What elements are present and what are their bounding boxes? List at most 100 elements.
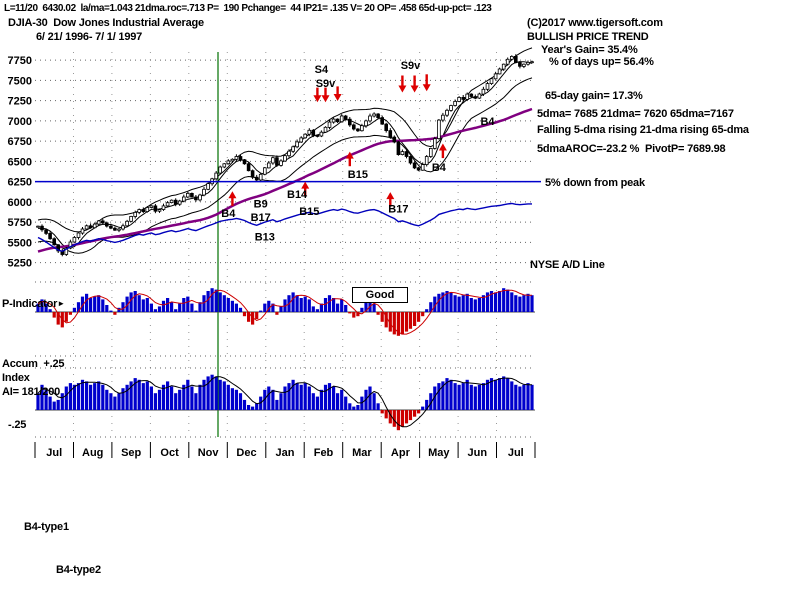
accum-bar [40, 384, 44, 410]
p-indicator-ma-line [37, 289, 532, 335]
p-indicator-bar [388, 312, 392, 332]
p-indicator-bar [198, 302, 202, 312]
accum-bar [461, 383, 465, 410]
dma-values: 5dma= 7685 21dma= 7620 65dma=7167 [537, 108, 734, 120]
p-indicator-bar [230, 300, 234, 312]
accum-bar [157, 389, 162, 410]
accum-bar [129, 381, 133, 410]
candle-body [364, 120, 368, 127]
signal-label-B15: B15 [299, 206, 319, 218]
candle-body [505, 58, 510, 65]
p-indicator-bar [514, 295, 518, 312]
candle-body [396, 141, 401, 155]
p-indicator-bar [404, 312, 409, 332]
candle-body [376, 113, 380, 118]
accum-bar [170, 386, 174, 410]
candle-body [76, 232, 81, 238]
candle-body [214, 172, 219, 180]
accum-bar [429, 393, 433, 410]
y-axis-label: 6000 [8, 197, 32, 209]
accum-bar [421, 406, 425, 410]
candle-body [279, 160, 283, 166]
candle-body [380, 117, 384, 125]
candle-body [526, 62, 530, 65]
candle-body [441, 114, 445, 121]
p-indicator-bar [255, 312, 259, 319]
p-indicator-bar [315, 309, 319, 312]
candle-body [347, 118, 352, 126]
accum-bar [89, 384, 93, 410]
candle-body [315, 134, 320, 137]
accum-bar [64, 386, 68, 410]
p-indicator-bar [498, 291, 502, 312]
p-indicator-bar [170, 302, 174, 312]
accum-bar [105, 389, 109, 410]
y-axis-label: 6750 [8, 136, 32, 148]
candle-body [92, 223, 97, 229]
p-indicator-bar [48, 309, 52, 312]
candle-body [226, 160, 231, 165]
p-indicator-bar [271, 303, 275, 312]
month-label: Jul [508, 447, 524, 459]
accum-bar [234, 389, 238, 410]
p-indicator-bar [251, 312, 255, 325]
ai-ratio-label: AI= 181/200 [2, 386, 61, 398]
p-indicator-bar [344, 305, 348, 312]
signal-label-S4: S4 [315, 64, 329, 76]
p-indicator-bar [481, 295, 485, 312]
signal-label-B15: B15 [348, 169, 368, 181]
accum-bar [166, 381, 170, 410]
accum-bar [230, 388, 234, 410]
p-indicator-bar [477, 298, 481, 312]
candle-body [190, 192, 194, 198]
accum-bar [408, 410, 413, 421]
candle-body [271, 157, 275, 164]
p-indicator-bar [469, 298, 473, 312]
accum-bar [145, 381, 149, 410]
p-indicator-bar [360, 307, 364, 312]
p-indicator-bar [234, 303, 238, 312]
date-range: 6/ 21/ 1996- 7/ 1/ 1997 [36, 31, 143, 43]
p-indicator-bar [36, 303, 40, 312]
y-axis-label: 6250 [8, 177, 32, 189]
candle-body [125, 220, 129, 227]
candle-body [514, 56, 518, 64]
p-indicator-bar [76, 302, 81, 312]
candle-body [400, 151, 405, 156]
candle-body [311, 129, 316, 136]
pointer-right-icon: ► [57, 299, 65, 308]
p-indicator-bar [247, 312, 251, 322]
accum-bar [530, 384, 534, 410]
accum-bar [117, 393, 121, 410]
p-indicator-bar [109, 310, 113, 312]
signal-arrow-up-head [228, 191, 237, 199]
p-indicator-bar [161, 300, 166, 312]
accum-bar [522, 384, 526, 410]
candle-body [497, 68, 502, 75]
footer-note-1: B4-type1 [24, 521, 69, 533]
accum-bar [247, 405, 251, 410]
p-indicator-bar [400, 312, 404, 335]
accum-bar [214, 376, 218, 410]
p-indicator-bar [445, 291, 449, 312]
accum-bar [68, 383, 72, 410]
years-gain: Year's Gain= 35.4% [541, 44, 638, 56]
month-label: Apr [391, 447, 411, 459]
p-indicator-bar [259, 310, 263, 312]
candle-body [101, 220, 105, 224]
accum-bar [372, 393, 376, 410]
accum-bar [113, 396, 117, 410]
p-indicator-bar [336, 303, 340, 312]
candle-body [129, 215, 133, 222]
ad-line-label: NYSE A/D Line [530, 259, 605, 271]
p-indicator-bar [494, 292, 498, 312]
signal-label-B17: B17 [388, 204, 408, 216]
accum-bar [332, 386, 336, 410]
p-indicator-bar [190, 303, 194, 312]
candle-body [254, 176, 259, 181]
accum-bar [384, 410, 388, 419]
symbol-title: DJIA-30 Dow Jones Industrial Average [8, 17, 204, 29]
p-indicator-bar [101, 299, 105, 312]
p-indicator-bar [441, 292, 445, 312]
